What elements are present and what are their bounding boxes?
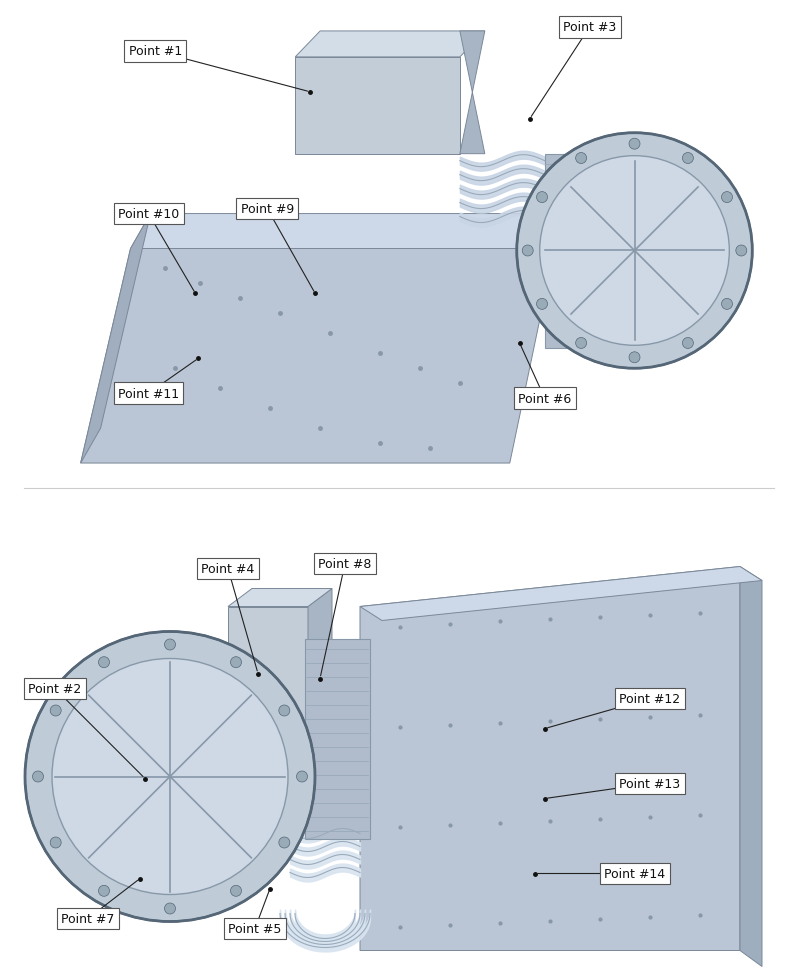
Text: Point #1: Point #1	[128, 45, 182, 59]
Polygon shape	[545, 154, 610, 349]
Text: Point #4: Point #4	[201, 563, 255, 575]
Text: Point #10: Point #10	[118, 208, 179, 221]
Polygon shape	[305, 639, 370, 838]
Circle shape	[682, 153, 693, 164]
Circle shape	[279, 837, 290, 848]
Circle shape	[629, 353, 640, 363]
Polygon shape	[460, 32, 485, 154]
Text: Point #3: Point #3	[563, 21, 616, 34]
Polygon shape	[81, 249, 555, 463]
Polygon shape	[81, 214, 151, 463]
Polygon shape	[131, 214, 555, 249]
Circle shape	[517, 134, 753, 369]
Polygon shape	[228, 607, 308, 786]
Circle shape	[231, 657, 242, 668]
Text: Point #8: Point #8	[318, 558, 372, 571]
Circle shape	[736, 246, 747, 257]
Text: Point #9: Point #9	[241, 203, 294, 216]
Circle shape	[164, 639, 176, 651]
Circle shape	[25, 632, 315, 921]
Polygon shape	[295, 32, 485, 58]
Text: Point #2: Point #2	[29, 682, 81, 696]
Text: Point #13: Point #13	[619, 778, 681, 790]
Circle shape	[721, 192, 733, 203]
Circle shape	[98, 885, 109, 897]
Circle shape	[629, 139, 640, 150]
Circle shape	[52, 658, 288, 895]
Circle shape	[279, 705, 290, 716]
Circle shape	[98, 657, 109, 668]
Text: Point #5: Point #5	[228, 922, 282, 935]
Circle shape	[539, 156, 729, 346]
Circle shape	[164, 903, 176, 914]
Circle shape	[575, 338, 587, 349]
Circle shape	[536, 299, 547, 310]
Circle shape	[50, 705, 61, 716]
Polygon shape	[228, 589, 332, 607]
Text: Point #11: Point #11	[118, 387, 179, 401]
Circle shape	[682, 338, 693, 349]
Circle shape	[33, 771, 44, 783]
Polygon shape	[360, 567, 740, 951]
Text: Point #7: Point #7	[61, 913, 115, 925]
Text: Point #14: Point #14	[604, 868, 666, 880]
Circle shape	[297, 771, 307, 783]
Polygon shape	[308, 589, 332, 786]
Text: Point #6: Point #6	[518, 393, 571, 405]
Circle shape	[721, 299, 733, 310]
Circle shape	[575, 153, 587, 164]
Polygon shape	[740, 567, 762, 966]
Circle shape	[50, 837, 61, 848]
Circle shape	[522, 246, 533, 257]
Polygon shape	[295, 58, 460, 154]
Text: Point #12: Point #12	[619, 693, 681, 705]
Circle shape	[231, 885, 242, 897]
Polygon shape	[360, 567, 762, 620]
Circle shape	[536, 192, 547, 203]
